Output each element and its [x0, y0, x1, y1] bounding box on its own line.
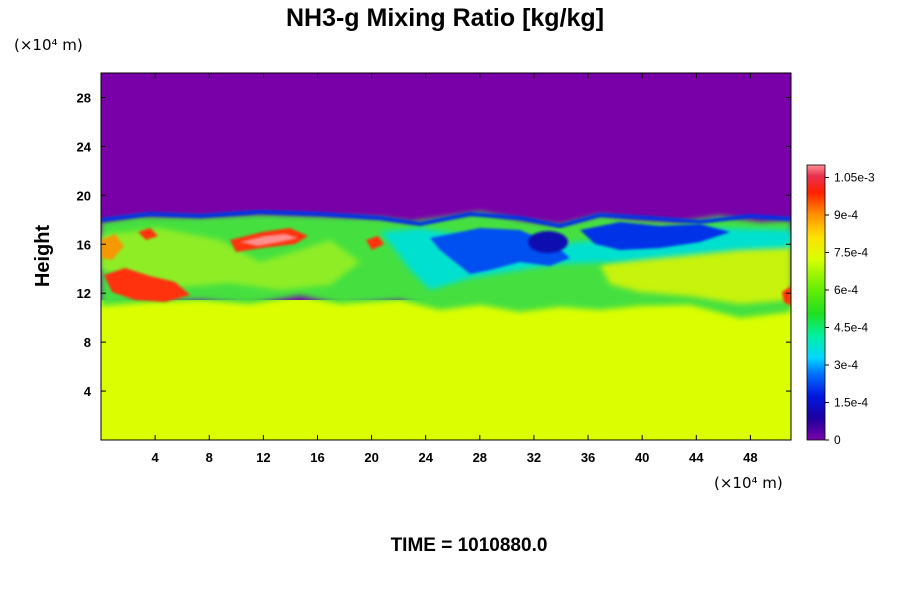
y-axis-ticks: 4 8 12 16 20 24 28 — [77, 90, 791, 399]
orange-patches — [101, 234, 124, 260]
y-tick-label: 12 — [77, 286, 91, 301]
colorbar-label: 1.5e-4 — [834, 396, 868, 410]
red-patches — [366, 236, 384, 250]
light-green-patches — [101, 228, 360, 290]
x-tick-label: 16 — [310, 450, 324, 465]
x-tick-label: 12 — [256, 450, 270, 465]
colorbar-label: 9e-4 — [834, 208, 858, 222]
colorbar-label: 6e-4 — [834, 283, 858, 297]
x-tick-label: 20 — [364, 450, 378, 465]
upper-boundary-blue-edge — [101, 209, 791, 229]
colorbar-label: 3e-4 — [834, 358, 858, 372]
colorbar-labels: 0 1.5e-4 3e-4 4.5e-4 6e-4 7.5e-4 9e-4 1.05e-3 — [825, 171, 875, 447]
x-unit-label: (×10⁴ m) — [714, 474, 783, 492]
dark-blue-core — [528, 231, 568, 253]
y-tick-label: 16 — [77, 237, 91, 252]
y-axis-label: Height — [32, 225, 54, 288]
chart-title: NH3-g Mixing Ratio [kg/kg] — [286, 4, 604, 32]
blue-eddies — [580, 222, 730, 250]
red-patches — [104, 268, 190, 302]
x-tick-label: 44 — [689, 450, 704, 465]
y-tick-label: 8 — [84, 335, 91, 350]
colorbar-scale — [806, 164, 826, 441]
colorbar-label: 0 — [834, 433, 841, 447]
colorbar-label: 1.05e-3 — [834, 171, 875, 185]
red-patches — [782, 286, 791, 306]
colorbar-label: 4.5e-4 — [834, 321, 868, 335]
y-tick-label: 4 — [84, 384, 92, 399]
x-tick-label: 8 — [206, 450, 213, 465]
plot-area — [101, 73, 791, 440]
red-patches — [138, 228, 158, 240]
plot-frame — [100, 72, 792, 441]
x-tick-label: 36 — [581, 450, 595, 465]
x-tick-label: 32 — [527, 450, 541, 465]
x-axis-ticks: 4 8 12 16 20 24 28 32 36 40 44 48 — [152, 73, 758, 465]
x-tick-label: 48 — [743, 450, 757, 465]
x-tick-label: 24 — [418, 450, 433, 465]
colorbar-label: 7.5e-4 — [834, 246, 868, 260]
y-tick-label: 28 — [77, 90, 91, 105]
colorbar: 0 1.5e-4 3e-4 4.5e-4 6e-4 7.5e-4 9e-4 1.05e-3 — [806, 164, 875, 447]
lower-atmosphere-region — [101, 300, 791, 440]
y-tick-label: 20 — [77, 188, 91, 203]
x-tick-label: 4 — [152, 450, 160, 465]
y-tick-label: 24 — [77, 139, 92, 154]
y-unit-label: (×10⁴ m) — [14, 36, 83, 54]
time-label: TIME = 1010880.0 — [391, 535, 548, 556]
x-tick-label: 40 — [635, 450, 649, 465]
pink-maxima — [240, 234, 298, 246]
x-tick-label: 28 — [473, 450, 487, 465]
